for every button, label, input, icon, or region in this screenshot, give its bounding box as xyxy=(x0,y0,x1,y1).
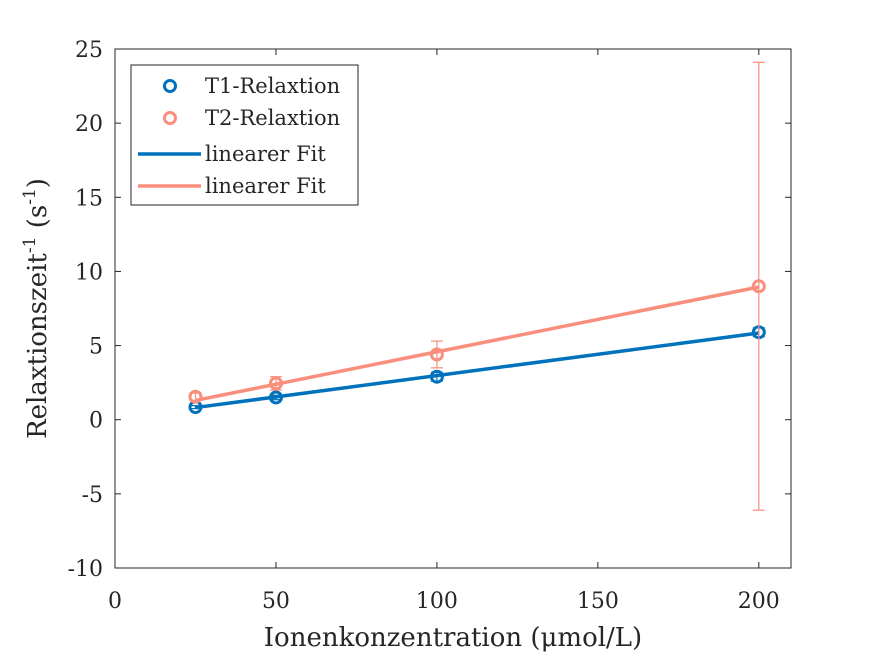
legend-label-fit-2: linearer Fit xyxy=(205,174,326,198)
y-tick-label: 0 xyxy=(89,409,103,434)
y-axis-label-exponent: -1 xyxy=(20,237,40,254)
y-tick-label: 25 xyxy=(75,38,103,63)
data-point-t2 xyxy=(751,279,766,294)
y-tick-label: -5 xyxy=(82,483,103,508)
x-axis-label: Ionenkonzentration (μmol/L) xyxy=(264,623,642,653)
fit-line-2 xyxy=(195,285,760,403)
legend-marker-t2 xyxy=(163,111,177,125)
x-tick-label: 100 xyxy=(416,589,458,614)
y-axis-label-main: Relaxtionszeit xyxy=(23,253,53,439)
legend-label-fit-1: linearer Fit xyxy=(205,142,326,166)
y-axis-label-close: ) xyxy=(23,178,53,188)
fit-line-1 xyxy=(195,331,760,410)
y-tick-label: 15 xyxy=(75,186,103,211)
x-tick-label: 50 xyxy=(262,589,290,614)
y-tick-label: 10 xyxy=(75,260,103,285)
data-point-t1 xyxy=(429,369,444,384)
axis-ticks: 0 50 100 150 200 -10 -5 0 5 10 15 20 25 xyxy=(68,38,791,614)
legend-label-t2: T2-Relaxtion xyxy=(205,106,340,130)
y-axis-label: Relaxtionszeit-1 (s-1) xyxy=(20,178,53,439)
data-point-t2 xyxy=(429,347,444,362)
data-point-t2 xyxy=(188,389,203,404)
legend-marker-t1 xyxy=(163,79,177,93)
axes-box xyxy=(114,48,792,569)
y-tick-label: 5 xyxy=(89,335,103,360)
chart-marks xyxy=(188,61,766,511)
x-tick-label: 150 xyxy=(577,589,619,614)
y-tick-label: -10 xyxy=(68,557,103,582)
legend-label-t1: T1-Relaxtion xyxy=(205,74,340,98)
y-axis-label-unit: (s xyxy=(23,205,53,237)
y-axis-label-unit-exponent: -1 xyxy=(20,188,40,205)
x-tick-label: 0 xyxy=(108,589,122,614)
legend: T1-Relaxtion T2-Relaxtion linearer Fit l… xyxy=(130,64,359,206)
data-point-t1 xyxy=(268,390,283,405)
x-tick-label: 200 xyxy=(738,589,780,614)
legend-box xyxy=(130,64,359,206)
data-point-t2 xyxy=(268,376,283,391)
y-tick-label: 20 xyxy=(75,112,103,137)
